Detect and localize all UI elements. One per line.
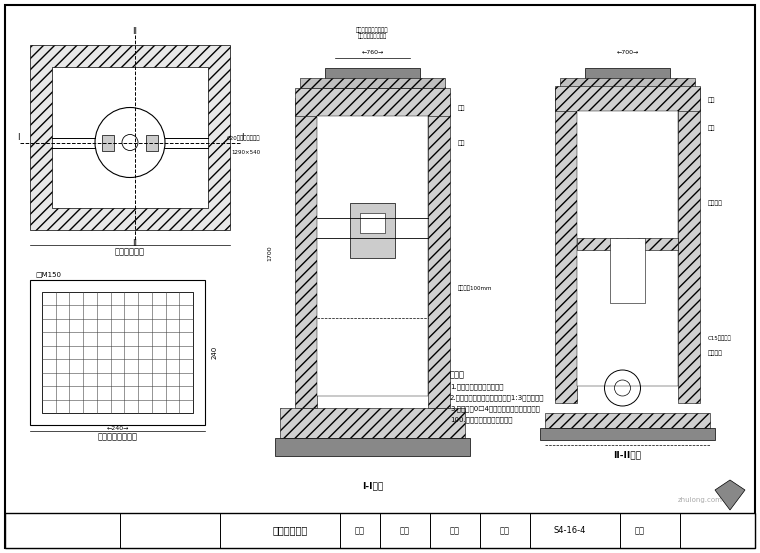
Text: 图号: 图号	[500, 526, 510, 535]
Text: 砌砖: 砌砖	[708, 125, 715, 131]
Text: 出水井构造图: 出水井构造图	[272, 525, 308, 535]
Bar	[540, 428, 715, 440]
Bar	[300, 78, 445, 88]
Text: 盖板: 盖板	[458, 105, 465, 111]
Bar	[280, 408, 465, 438]
Bar	[577, 238, 678, 250]
Text: 设计: 设计	[355, 526, 365, 535]
Bar	[555, 88, 577, 403]
Text: 240: 240	[212, 346, 218, 359]
Bar	[325, 68, 420, 88]
Text: 100.开孔设置二通年时养广。: 100.开孔设置二通年时养广。	[450, 417, 512, 423]
Text: 井盖及密封几何及沼泽: 井盖及密封几何及沼泽	[356, 27, 389, 33]
Text: I-I剖面: I-I剖面	[362, 482, 383, 491]
Bar	[295, 98, 317, 408]
Text: 素土回填100mm: 素土回填100mm	[458, 285, 492, 291]
Bar	[585, 68, 670, 86]
Text: ←700→: ←700→	[616, 50, 638, 55]
Text: I: I	[241, 133, 243, 142]
Text: I: I	[17, 133, 19, 142]
Text: 1700: 1700	[268, 245, 273, 261]
Text: II: II	[132, 27, 138, 35]
Bar	[360, 213, 385, 233]
Text: 审核: 审核	[450, 526, 460, 535]
Bar	[610, 238, 645, 303]
Text: 砌砖: 砌砖	[458, 140, 465, 146]
Bar	[30, 45, 230, 230]
Text: 说明：: 说明：	[450, 371, 465, 379]
Text: 1290×540: 1290×540	[231, 150, 260, 155]
Bar	[52, 67, 208, 208]
Text: 复核: 复核	[400, 526, 410, 535]
Text: 盖板: 盖板	[708, 97, 715, 103]
Text: 出水井盖板平面图: 出水井盖板平面图	[97, 432, 138, 441]
Text: 素土回填: 素土回填	[708, 200, 723, 206]
Bar	[102, 134, 114, 150]
Bar	[678, 88, 700, 403]
Text: 出水井平面图: 出水井平面图	[115, 248, 145, 257]
Text: ←760→: ←760→	[361, 50, 384, 55]
Text: 1.本图尺寸单位均为毫米。: 1.本图尺寸单位均为毫米。	[450, 384, 503, 390]
Bar	[146, 134, 158, 150]
Text: ←240→: ←240→	[106, 425, 128, 430]
Bar	[42, 292, 193, 413]
Text: 碎石垫层: 碎石垫层	[708, 350, 723, 356]
Text: 2.砖墙、盖板、抖三角坨均采用1:3水泥岁浆。: 2.砖墙、盖板、抖三角坨均采用1:3水泥岁浆。	[450, 395, 544, 401]
Text: C15素混凝土: C15素混凝土	[708, 335, 732, 341]
Bar	[30, 280, 205, 425]
Bar	[545, 413, 710, 428]
Bar	[555, 86, 700, 111]
Bar	[428, 98, 450, 408]
Text: C20预制混凝土盖板: C20预制混凝土盖板	[226, 135, 260, 141]
Text: 防腐涂料涂刷及沼泽: 防腐涂料涂刷及沼泽	[358, 33, 387, 39]
Bar	[295, 88, 450, 116]
Text: II: II	[132, 239, 138, 248]
Bar	[275, 438, 470, 456]
Bar	[577, 111, 678, 386]
Bar	[350, 203, 395, 258]
Polygon shape	[715, 480, 745, 510]
Bar	[317, 116, 428, 396]
Text: S4-16-4: S4-16-4	[554, 526, 586, 535]
Text: 3.盖板采用0☐4单位模板。爆、饱间距均为: 3.盖板采用0☐4单位模板。爆、饱间距均为	[450, 406, 540, 413]
Text: 日期: 日期	[635, 526, 645, 535]
Text: II-II剖面: II-II剖面	[613, 451, 641, 460]
Text: zhulong.com: zhulong.com	[678, 497, 723, 503]
Bar	[5, 513, 755, 548]
Text: □M150: □M150	[35, 271, 61, 277]
Bar	[560, 78, 695, 88]
